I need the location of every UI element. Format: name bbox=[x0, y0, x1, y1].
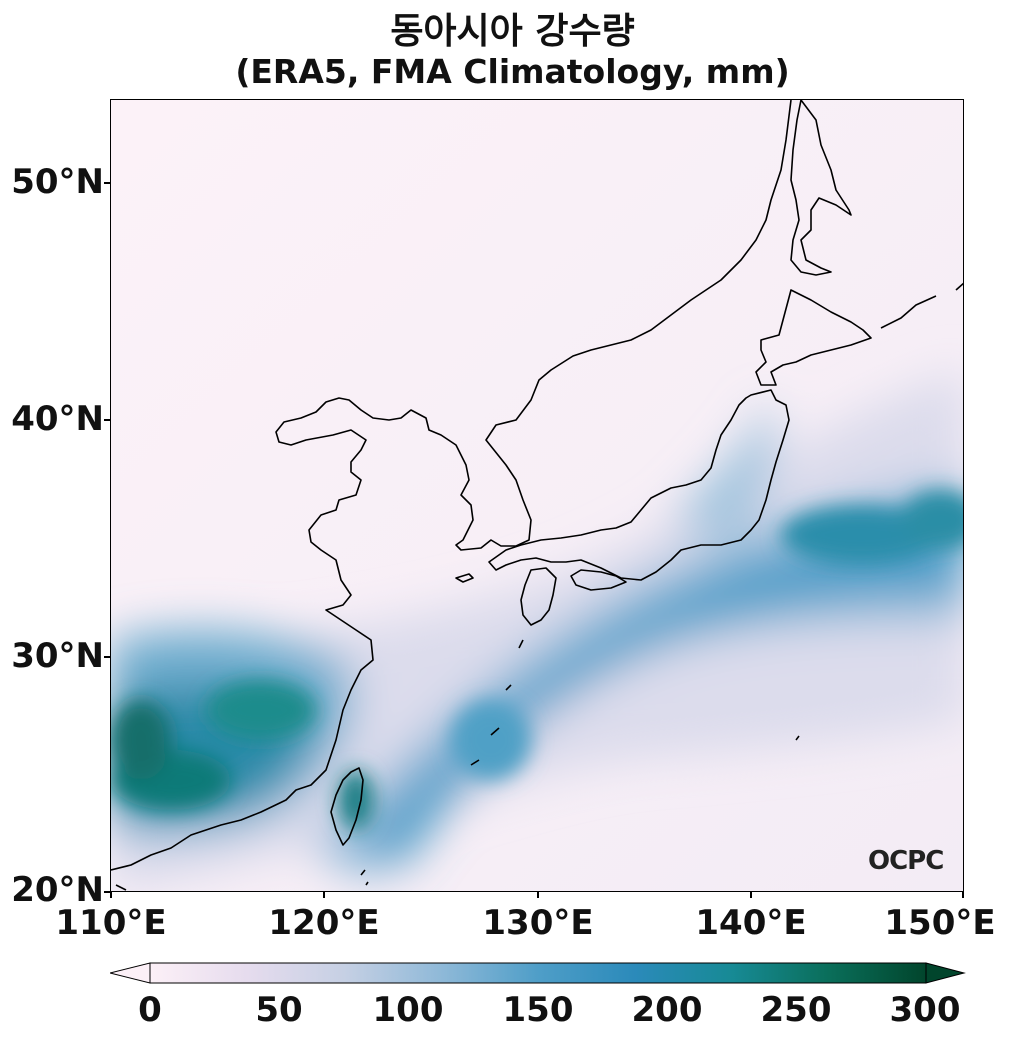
lat-label-20: 20°N bbox=[11, 870, 104, 910]
lat-tick-20 bbox=[104, 891, 110, 893]
lon-tick-140 bbox=[750, 892, 752, 898]
lon-label-150: 150°E bbox=[884, 903, 996, 943]
lon-tick-110 bbox=[110, 892, 112, 898]
precipitation-map bbox=[110, 99, 964, 892]
coastlines bbox=[111, 100, 963, 891]
lat-label-40: 40°N bbox=[11, 399, 104, 439]
lon-tick-150 bbox=[962, 892, 964, 898]
lon-label-130: 130°E bbox=[482, 903, 594, 943]
colorbar-tick-250: 250 bbox=[760, 990, 832, 1030]
lat-label-30: 30°N bbox=[11, 636, 104, 676]
colorbar-tick-100: 100 bbox=[372, 990, 444, 1030]
colorbar-tick-0: 0 bbox=[138, 990, 162, 1030]
lat-label-50: 50°N bbox=[11, 162, 104, 202]
colorbar-tick-200: 200 bbox=[631, 990, 703, 1030]
lon-label-140: 140°E bbox=[695, 903, 807, 943]
lat-tick-50 bbox=[104, 182, 110, 184]
map-canvas bbox=[111, 100, 963, 891]
precipitation-maxima bbox=[111, 490, 963, 830]
colorbar bbox=[110, 962, 966, 984]
map-title: 동아시아 강수량 bbox=[390, 11, 635, 52]
colorbar-tick-300: 300 bbox=[889, 990, 961, 1030]
colorbar-tick-150: 150 bbox=[502, 990, 574, 1030]
lat-tick-40 bbox=[104, 419, 110, 421]
colorbar-gradient bbox=[149, 962, 927, 984]
lon-label-120: 120°E bbox=[268, 903, 380, 943]
colorbar-over-arrow bbox=[925, 962, 966, 984]
colorbar-under-arrow bbox=[110, 962, 151, 984]
lat-tick-30 bbox=[104, 656, 110, 658]
lon-tick-120 bbox=[323, 892, 325, 898]
ocpc-logo: OCPC bbox=[868, 846, 944, 876]
lon-tick-130 bbox=[537, 892, 539, 898]
lon-label-110: 110°E bbox=[55, 903, 167, 943]
map-subtitle: (ERA5, FMA Climatology, mm) bbox=[235, 52, 790, 91]
colorbar-tick-50: 50 bbox=[255, 990, 303, 1030]
